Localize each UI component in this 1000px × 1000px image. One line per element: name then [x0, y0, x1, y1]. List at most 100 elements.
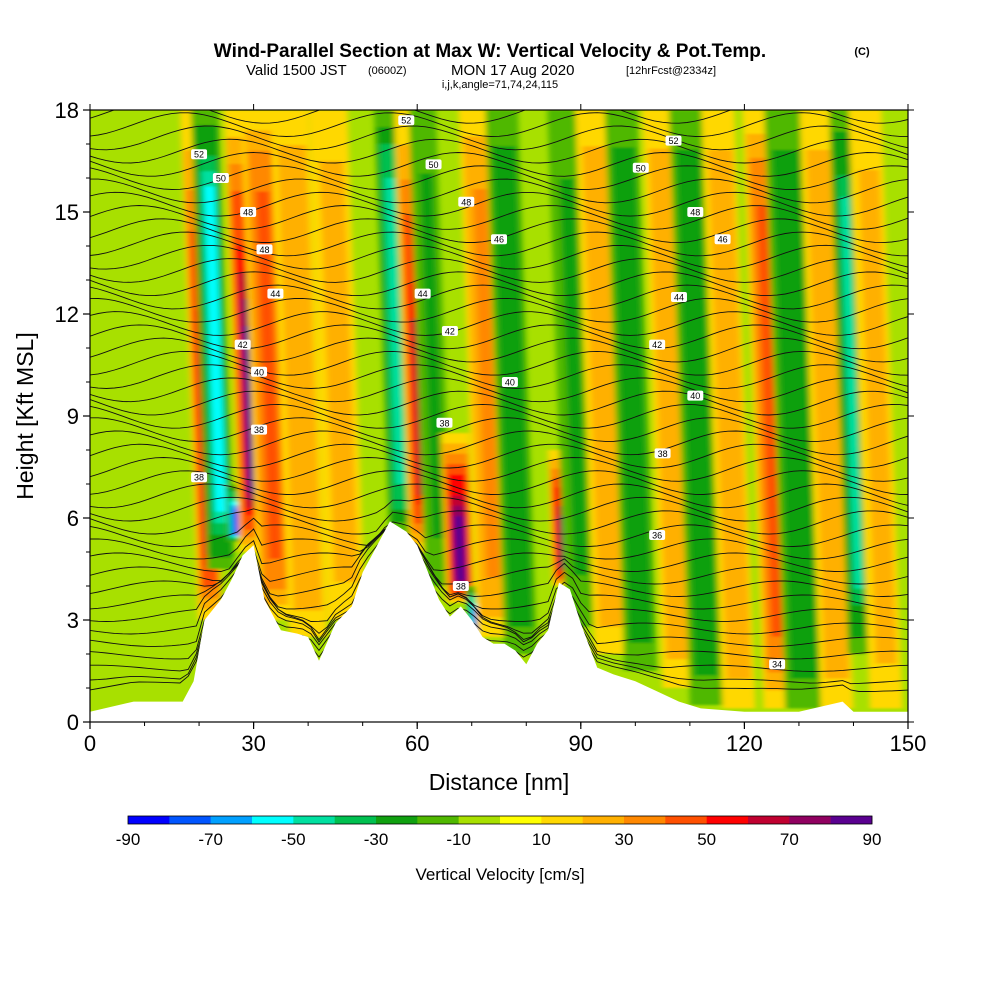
- colorbar-swatch: [334, 816, 377, 824]
- colorbar-swatch: [293, 816, 335, 824]
- isentrope-line: [90, 284, 908, 310]
- valid-time: Valid 1500 JST: [246, 62, 347, 79]
- velocity-contour: [319, 161, 359, 582]
- isentrope-line: [90, 324, 908, 350]
- vertical-velocity-field: [179, 110, 903, 709]
- y-tick-label: 18: [55, 98, 79, 123]
- isentrope-label-text: 52: [401, 116, 411, 126]
- velocity-contour: [778, 189, 814, 649]
- isentrope-label-text: 38: [254, 425, 264, 435]
- isentrope-line: [90, 403, 908, 429]
- velocity-contour: [497, 182, 529, 600]
- isentrope-label: 50: [425, 159, 442, 170]
- isentrope-line: [90, 443, 908, 469]
- isentrope-label: 50: [212, 173, 229, 184]
- y-tick-label: 15: [55, 200, 79, 225]
- section-params: i,j,k,angle=71,74,24,115: [442, 79, 558, 91]
- isentrope-line: [90, 178, 908, 204]
- x-tick-label: 60: [405, 731, 429, 756]
- isentrope-label: 52: [191, 149, 208, 160]
- velocity-band: [642, 110, 696, 688]
- isentrope-line: [90, 138, 908, 164]
- isentrope-label-text: 40: [690, 391, 700, 401]
- isentrope-line: [90, 538, 908, 622]
- colorbar-tick-label: 90: [863, 830, 882, 849]
- colorbar-swatch: [541, 816, 583, 824]
- isentrope-label-text: 38: [456, 582, 466, 592]
- y-tick-label: 0: [67, 710, 79, 735]
- colorbar-swatch: [252, 816, 294, 824]
- isentrope-label: 38: [654, 448, 671, 459]
- isentrope-line: [90, 526, 908, 560]
- isentrope-label: 38: [191, 472, 208, 483]
- colorbar: [127, 815, 873, 825]
- colorbar-swatch: [500, 816, 542, 824]
- isentrope-line: [90, 350, 908, 376]
- isentrope-line: [90, 526, 908, 572]
- velocity-contour: [453, 516, 466, 581]
- colorbar-tick-label: -90: [116, 830, 141, 849]
- isentrope-label-text: 42: [238, 340, 248, 350]
- velocity-contour: [255, 191, 282, 559]
- isentrope-line: [90, 205, 908, 230]
- isentrope-label: 48: [256, 244, 273, 255]
- colorbar-ticks: -90 -70 -50 -30 -10 10 30 50 70 90: [116, 830, 882, 849]
- isentrope-label: 38: [436, 417, 453, 428]
- isentrope-label-text: 38: [194, 473, 204, 483]
- isentrope-label: 50: [632, 162, 649, 173]
- colorbar-tick-label: 30: [615, 830, 634, 849]
- colorbar-swatch: [706, 816, 749, 824]
- isentrope-label-text: 34: [772, 660, 782, 670]
- isentrope-line: [90, 110, 908, 124]
- isentrope-label-text: 48: [259, 245, 269, 255]
- isentrope-line: [90, 483, 908, 509]
- isentrope-line: [90, 390, 908, 416]
- velocity-band: [575, 110, 633, 654]
- velocity-band: [408, 110, 453, 586]
- colorbar-tick-label: -30: [364, 830, 389, 849]
- copyright-mark: (C): [854, 46, 870, 58]
- y-axis-label: Height [Kft MSL]: [12, 332, 38, 499]
- colorbar-swatch: [789, 816, 831, 824]
- x-tick-label: 0: [84, 731, 96, 756]
- isentrope-line: [90, 112, 908, 137]
- isentrope-line: [90, 525, 908, 585]
- isentrope-line: [90, 152, 908, 177]
- isentrope-line: [90, 125, 908, 151]
- isentrope-label-text: 46: [494, 235, 504, 245]
- colorbar-swatch: [376, 816, 418, 824]
- isentrope-label-text: 50: [636, 163, 646, 173]
- colorbar-tick-label: -70: [198, 830, 223, 849]
- valid-date: MON 17 Aug 2020: [451, 62, 574, 79]
- isentrope-label-text: 52: [194, 150, 204, 160]
- isentrope-label: 46: [714, 234, 731, 245]
- isentrope-line: [90, 417, 908, 442]
- isentrope-label: 52: [398, 115, 415, 126]
- velocity-band: [742, 110, 791, 709]
- velocity-band: [191, 110, 235, 569]
- isentrope-label: 40: [501, 377, 518, 388]
- isentrope-label: 48: [687, 207, 704, 218]
- isentrope-line: [90, 337, 908, 363]
- isentrope-label: 52: [665, 135, 682, 146]
- isentrope-label: 44: [414, 288, 431, 299]
- chart-title: Wind-Parallel Section at Max W: Vertical…: [214, 41, 766, 62]
- x-tick-label: 90: [569, 731, 593, 756]
- isentrope-line: [90, 430, 908, 456]
- colorbar-swatch: [417, 816, 459, 824]
- x-tick-label: 30: [241, 731, 265, 756]
- velocity-band: [270, 110, 328, 637]
- colorbar-swatch: [210, 816, 253, 824]
- isentrope-label: 40: [251, 366, 268, 377]
- isentrope-label-text: 44: [674, 293, 684, 303]
- isentrope-line: [90, 547, 908, 635]
- isentrope-label: 42: [649, 339, 666, 350]
- colorbar-tick-label: 10: [532, 830, 551, 849]
- colorbar-frame: [127, 815, 873, 825]
- y-tick-label: 3: [67, 608, 79, 633]
- isentrope-label-text: 44: [418, 289, 428, 299]
- isentrope-line: [90, 364, 908, 389]
- velocity-contour: [681, 189, 715, 646]
